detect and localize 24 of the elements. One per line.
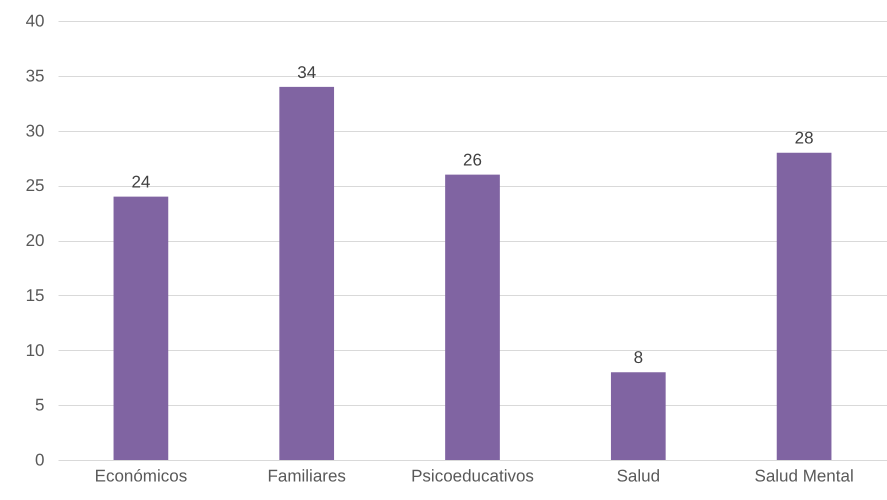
x-tick-label: Salud (616, 466, 660, 486)
x-tick-label: Familiares (267, 466, 346, 486)
x-tick-label: Económicos (94, 466, 188, 486)
data-label: 24 (131, 172, 150, 192)
data-label: 34 (297, 62, 316, 82)
y-tick-label: 30 (26, 121, 44, 140)
bar (279, 86, 334, 460)
y-tick-label: 35 (26, 66, 44, 86)
y-tick-label: 25 (26, 176, 44, 196)
y-tick-label: 20 (26, 231, 44, 250)
data-label: 8 (634, 348, 644, 368)
y-tick-label: 0 (35, 450, 44, 470)
y-tick-label: 5 (35, 396, 44, 415)
data-label: 28 (794, 128, 814, 148)
bar (776, 152, 832, 460)
bar (610, 372, 666, 460)
y-tick-label: 15 (26, 286, 44, 305)
bar (445, 174, 500, 460)
x-tick-label: Psicoeducativos (411, 466, 534, 486)
data-label: 26 (463, 150, 482, 170)
y-tick-label: 10 (26, 340, 44, 360)
y-tick-label: 40 (26, 12, 44, 30)
bar (114, 196, 168, 460)
x-tick-label: Salud Mental (754, 466, 854, 486)
